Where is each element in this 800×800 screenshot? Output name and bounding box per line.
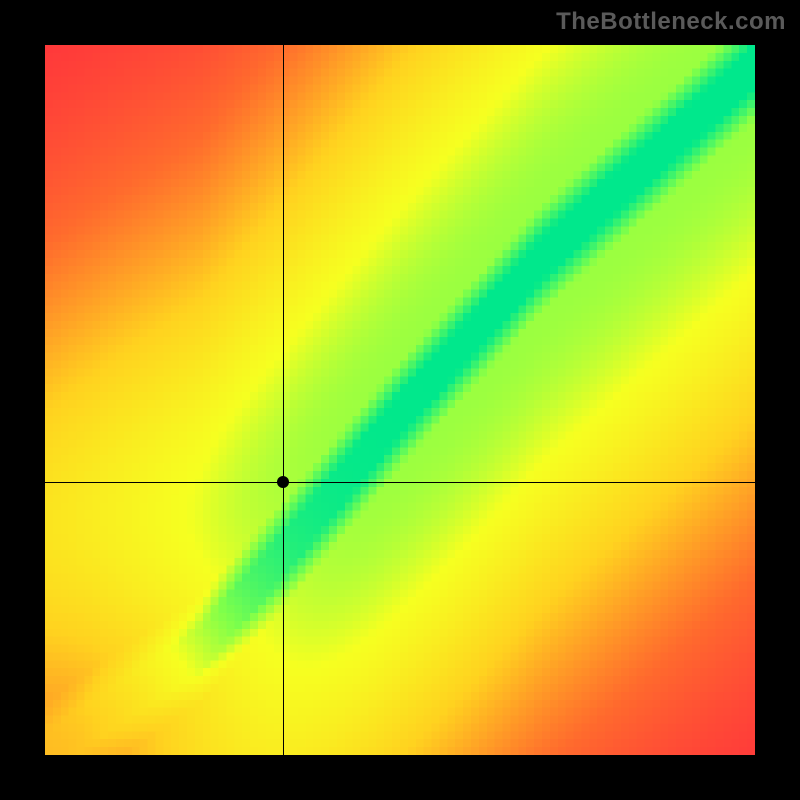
plot-area xyxy=(45,45,755,755)
data-marker xyxy=(277,476,289,488)
watermark-text: TheBottleneck.com xyxy=(556,8,786,36)
chart-container: TheBottleneck.com xyxy=(0,0,800,800)
heatmap-canvas xyxy=(45,45,755,755)
crosshair-horizontal xyxy=(45,482,755,483)
crosshair-vertical xyxy=(283,45,284,755)
